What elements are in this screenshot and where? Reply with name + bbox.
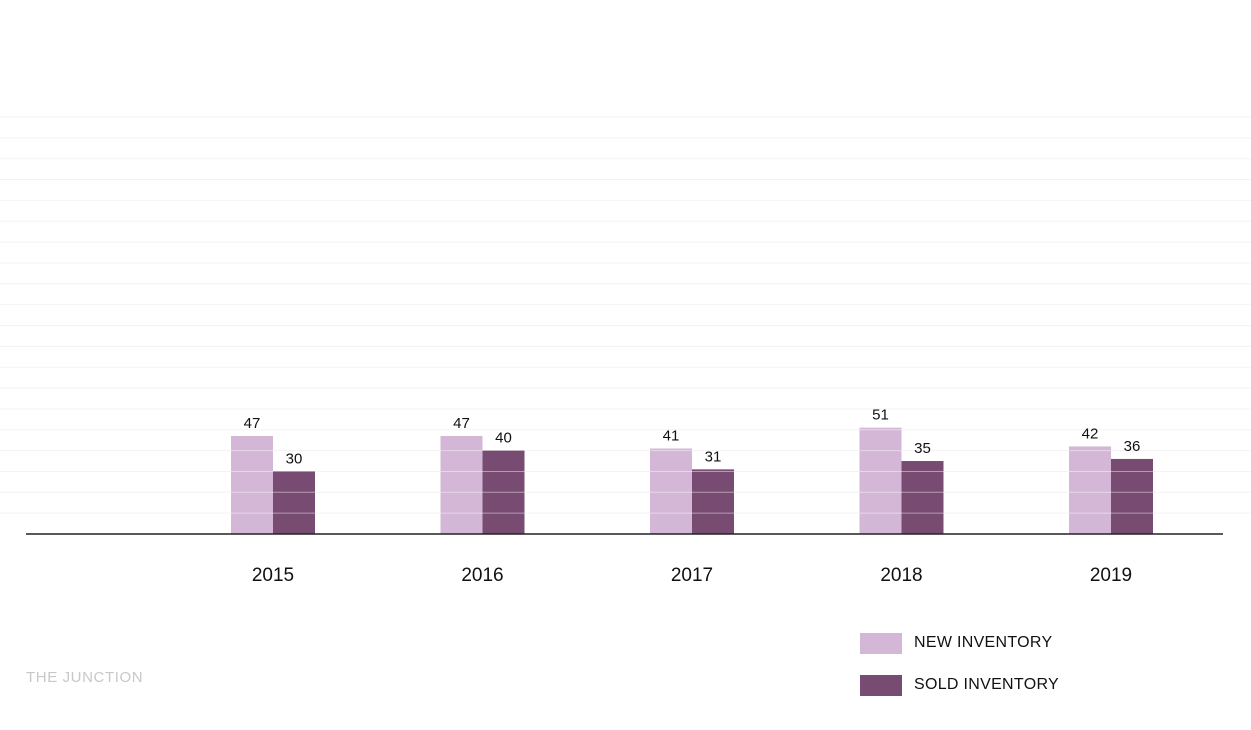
legend-label-sold-inventory: SOLD INVENTORY bbox=[914, 676, 1059, 693]
data-label: 51 bbox=[872, 407, 889, 424]
x-tick-label: 2017 bbox=[671, 565, 713, 586]
data-label: 31 bbox=[705, 448, 722, 465]
data-label: 35 bbox=[914, 440, 931, 457]
bar-sold-2015 bbox=[273, 471, 315, 534]
legend: NEW INVENTORY SOLD INVENTORY bbox=[860, 622, 1059, 706]
bar-sold-2019 bbox=[1111, 458, 1153, 534]
x-tick-label: 2015 bbox=[252, 565, 294, 586]
data-label: 42 bbox=[1082, 425, 1099, 442]
data-labels: 47 30 47 40 41 31 51 35 42 36 bbox=[244, 407, 1141, 468]
legend-swatch-new-inventory bbox=[860, 632, 902, 654]
bar-sold-2016 bbox=[482, 450, 525, 534]
bar-new-2016 bbox=[440, 436, 483, 534]
bar-new-2018 bbox=[859, 427, 902, 534]
brand-watermark: THE JUNCTION bbox=[26, 669, 144, 686]
x-axis-ticks: 2015 2016 2017 2018 2019 bbox=[252, 565, 1132, 586]
bar-new-2017 bbox=[650, 448, 692, 534]
bar-new-2015 bbox=[231, 436, 273, 534]
x-tick-label: 2016 bbox=[461, 565, 503, 586]
bar-sold-2017 bbox=[692, 469, 734, 534]
x-tick-label: 2018 bbox=[880, 565, 922, 586]
data-label: 30 bbox=[286, 450, 303, 467]
data-label: 47 bbox=[244, 415, 261, 432]
x-tick-label: 2019 bbox=[1090, 565, 1132, 586]
bar-sold-2018 bbox=[901, 461, 944, 534]
data-label: 36 bbox=[1124, 438, 1141, 455]
legend-label-new-inventory: NEW INVENTORY bbox=[914, 634, 1053, 651]
bar-new-2019 bbox=[1069, 446, 1111, 534]
legend-swatch-sold-inventory bbox=[860, 674, 902, 696]
legend-item-sold-inventory: SOLD INVENTORY bbox=[860, 664, 1059, 706]
gridlines bbox=[0, 116, 1251, 514]
data-label: 41 bbox=[663, 428, 680, 445]
data-label: 47 bbox=[453, 415, 470, 432]
data-label: 40 bbox=[495, 430, 512, 447]
bars bbox=[231, 427, 1153, 534]
legend-item-new-inventory: NEW INVENTORY bbox=[860, 622, 1059, 664]
